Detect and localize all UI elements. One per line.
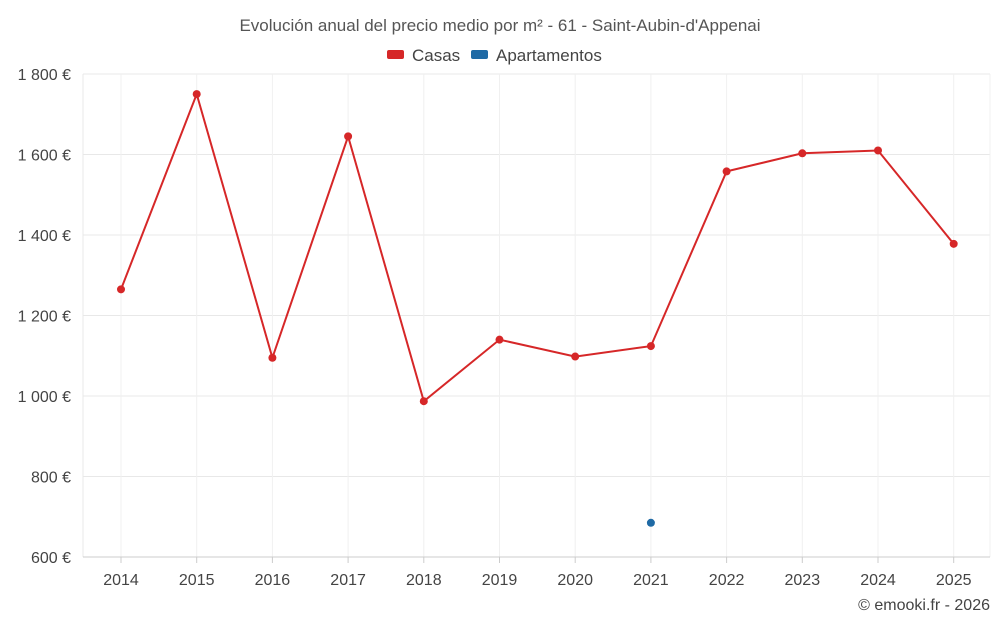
data-point-casas-2019[interactable] <box>495 335 504 344</box>
series-layer <box>117 90 958 527</box>
data-point-casas-2018[interactable] <box>419 397 428 406</box>
data-point-casas-2021[interactable] <box>646 342 655 351</box>
x-tick-label: 2021 <box>633 572 669 589</box>
y-tick-label: 1 200 € <box>18 309 71 326</box>
data-point-apartamentos-2021[interactable] <box>646 518 655 527</box>
x-tick-label: 2014 <box>103 572 139 589</box>
data-point-casas-2020[interactable] <box>571 352 580 361</box>
data-point-casas-2014[interactable] <box>117 285 125 294</box>
legend-item-casas[interactable]: Casas <box>387 46 460 65</box>
legend-label-casas: Casas <box>412 46 460 65</box>
x-tick-label: 2022 <box>709 572 745 589</box>
y-tick-label: 1 800 € <box>18 67 71 84</box>
chart-title: Evolución anual del precio medio por m² … <box>239 16 760 35</box>
x-tick-label: 2016 <box>255 572 291 589</box>
x-tick-label: 2023 <box>785 572 821 589</box>
legend-swatch-casas <box>387 50 404 59</box>
series-line-casas <box>120 90 955 403</box>
y-tick-label: 1 600 € <box>18 148 71 165</box>
data-point-casas-2017[interactable] <box>344 132 353 141</box>
x-tick-label: 2017 <box>330 572 366 589</box>
legend: Casas Apartamentos <box>387 46 602 65</box>
x-tick-label: 2015 <box>179 572 215 589</box>
y-axis: 600 € 800 € 1 000 € 1 200 € 1 400 € 1 600 € 1 … <box>18 67 71 567</box>
x-tick-label: 2018 <box>406 572 442 589</box>
data-point-casas-2015[interactable] <box>192 90 201 99</box>
data-point-casas-2016[interactable] <box>268 353 277 362</box>
y-tick-label: 600 € <box>31 550 71 567</box>
y-tick-label: 1 000 € <box>18 389 71 406</box>
credit: © emooki.fr - 2026 <box>858 597 990 614</box>
grid <box>82 73 991 558</box>
data-point-casas-2024[interactable] <box>874 146 882 155</box>
x-tick-label: 2025 <box>936 572 972 589</box>
legend-item-apartamentos[interactable]: Apartamentos <box>471 46 602 65</box>
y-tick-label: 1 400 € <box>18 228 71 245</box>
data-point-casas-2023[interactable] <box>798 149 807 158</box>
x-tick-label: 2024 <box>860 572 896 589</box>
x-tick-label: 2020 <box>557 572 593 589</box>
y-tick-label: 800 € <box>31 470 71 487</box>
legend-swatch-apartamentos <box>471 50 488 59</box>
legend-label-apartamentos: Apartamentos <box>496 46 602 65</box>
x-axis: 2014 2015 2016 2017 2018 2019 2020 2021 2022 2023… <box>83 556 990 589</box>
data-point-casas-2025[interactable] <box>949 239 958 248</box>
data-point-casas-2022[interactable] <box>722 167 731 176</box>
x-tick-label: 2019 <box>482 572 518 589</box>
